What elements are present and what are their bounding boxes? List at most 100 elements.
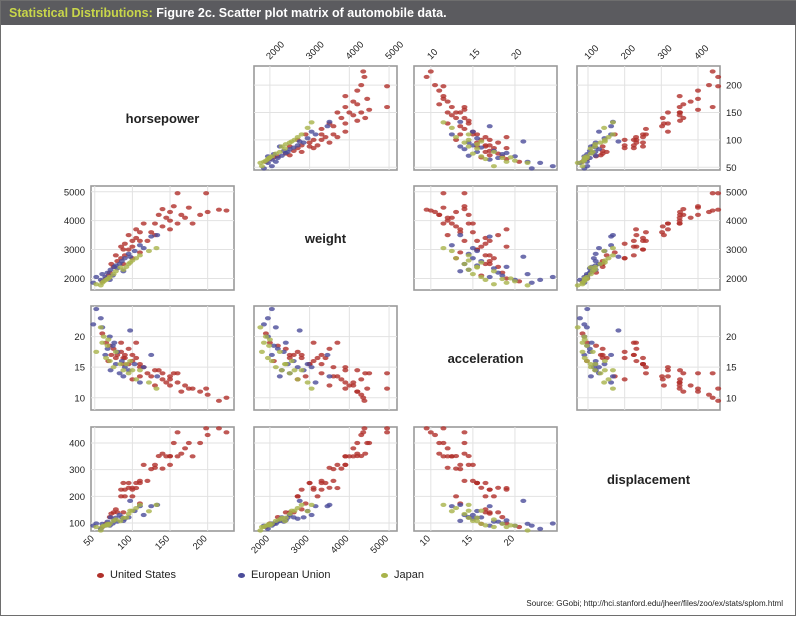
- data-point: [592, 142, 599, 147]
- data-point: [354, 102, 361, 107]
- data-point: [364, 386, 371, 391]
- data-point: [592, 251, 599, 256]
- data-point: [136, 368, 143, 373]
- data-point: [288, 358, 295, 364]
- data-point: [444, 446, 451, 451]
- data-point: [599, 346, 606, 351]
- data-point: [268, 352, 275, 358]
- data-point: [354, 368, 361, 373]
- data-point: [427, 430, 434, 435]
- data-point: [511, 279, 518, 284]
- data-point: [440, 94, 447, 99]
- data-point: [189, 221, 196, 226]
- data-point: [346, 383, 353, 388]
- data-point: [676, 218, 683, 223]
- data-point: [127, 254, 134, 259]
- data-point: [453, 505, 460, 511]
- data-point: [276, 149, 283, 155]
- data-point: [153, 246, 160, 251]
- legend-swatch-united-states: [97, 572, 104, 578]
- data-point: [167, 227, 174, 232]
- data-point: [453, 209, 460, 215]
- y-tick-label-right: 50: [726, 163, 737, 174]
- data-point: [593, 343, 600, 348]
- data-point: [469, 129, 476, 134]
- data-point: [608, 380, 615, 385]
- data-point: [133, 377, 140, 382]
- data-point: [465, 118, 472, 123]
- data-point: [474, 136, 481, 141]
- data-point: [482, 135, 489, 140]
- data-point: [276, 349, 283, 354]
- data-point: [204, 432, 211, 438]
- data-point: [294, 516, 301, 521]
- data-point: [131, 248, 138, 254]
- data-point: [182, 383, 189, 388]
- data-point: [486, 504, 493, 509]
- data-point: [174, 380, 181, 385]
- data-point: [159, 371, 166, 376]
- y-tick-label-right: 3000: [726, 245, 747, 256]
- data-point: [120, 368, 127, 373]
- data-point: [486, 153, 493, 158]
- y-tick-label-right: 2000: [726, 274, 747, 285]
- data-point: [549, 274, 556, 280]
- data-point: [469, 256, 476, 261]
- data-point: [304, 362, 311, 367]
- data-point: [338, 466, 345, 471]
- data-point: [609, 368, 616, 373]
- data-point: [298, 502, 305, 507]
- data-point: [587, 265, 594, 270]
- data-point: [574, 160, 581, 165]
- data-point: [664, 227, 671, 232]
- data-point: [709, 104, 716, 110]
- data-point: [587, 365, 594, 370]
- data-point: [264, 316, 271, 321]
- data-point: [524, 160, 531, 165]
- data-point: [338, 115, 345, 121]
- data-point: [590, 256, 597, 261]
- data-point: [676, 104, 683, 110]
- data-point: [524, 521, 531, 526]
- data-point: [133, 485, 140, 491]
- y-tick-label-left: 2000: [64, 274, 85, 285]
- data-point: [474, 265, 481, 270]
- data-point: [490, 494, 497, 499]
- y-tick-label-left: 5000: [64, 187, 85, 198]
- data-point: [469, 272, 476, 277]
- data-point: [457, 144, 464, 149]
- legend-item-european-union: European Union: [238, 569, 331, 581]
- data-point: [676, 94, 683, 99]
- panel-acceleration-vs-horsepower-frame: [90, 305, 235, 411]
- panel-horsepower-vs-acceleration-frame: [413, 65, 558, 171]
- data-point: [486, 124, 493, 129]
- data-point: [257, 325, 264, 330]
- data-point: [587, 146, 594, 151]
- data-point: [330, 124, 337, 129]
- data-point: [495, 233, 502, 238]
- data-point: [310, 487, 317, 492]
- data-point: [457, 462, 464, 467]
- data-point: [511, 158, 518, 163]
- data-point: [129, 368, 136, 373]
- data-point: [659, 124, 666, 129]
- data-point: [334, 340, 341, 345]
- data-point: [465, 253, 472, 258]
- data-point: [440, 84, 447, 89]
- data-point: [354, 88, 361, 93]
- data-point: [664, 374, 671, 379]
- data-point: [314, 143, 321, 148]
- data-point: [499, 276, 506, 282]
- data-point: [354, 440, 361, 446]
- data-point: [664, 110, 671, 115]
- data-point: [680, 102, 687, 107]
- data-point: [448, 215, 455, 220]
- data-point: [461, 511, 468, 517]
- data-point: [257, 160, 264, 165]
- data-point: [601, 362, 608, 367]
- data-point: [615, 139, 622, 144]
- x-tick-label-top: 300: [656, 43, 675, 62]
- data-point: [268, 358, 275, 364]
- data-point: [482, 156, 489, 162]
- data-point: [291, 137, 298, 142]
